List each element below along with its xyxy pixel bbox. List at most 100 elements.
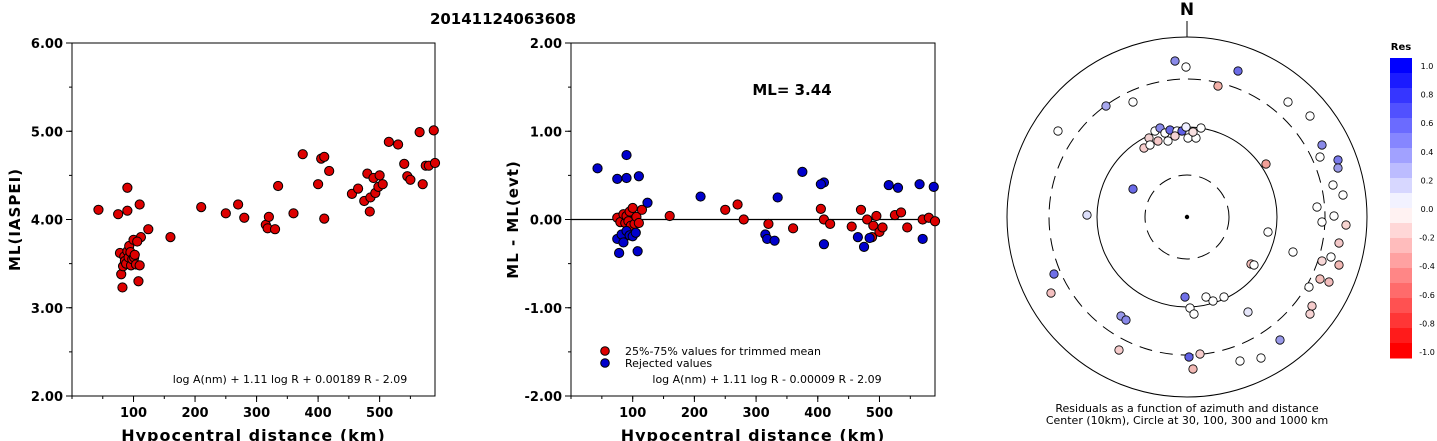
station-residual-marker (1153, 136, 1163, 146)
data-point (263, 211, 274, 222)
x-axis-label: Hypocentral distance (km) (121, 426, 386, 441)
colorbar-swatch (1390, 253, 1412, 269)
colorbar-swatch (1390, 103, 1412, 119)
data-point (273, 180, 284, 192)
station-residual-marker (1243, 307, 1253, 317)
station-residual-marker (1184, 352, 1194, 362)
station-residual-marker (1046, 288, 1056, 298)
station-residual-marker (1049, 269, 1059, 279)
x-tick-label: 300 (743, 406, 770, 421)
y-tick-label: -2.00 (525, 390, 562, 405)
data-point (129, 249, 140, 260)
colorbar-label: 0.2 (1421, 176, 1434, 185)
data-point (122, 182, 133, 193)
data-point (858, 241, 870, 252)
data-point (405, 174, 416, 185)
y-tick-label: 2.00 (31, 390, 63, 405)
data-point (928, 181, 939, 192)
data-point (769, 235, 780, 246)
plot-frame (71, 42, 436, 397)
colorbar-swatch (1390, 88, 1412, 104)
station-residual-marker (1305, 309, 1315, 319)
data-point (633, 217, 644, 229)
dashed-circle-30km (1144, 174, 1230, 260)
station-residual-marker (1219, 292, 1229, 302)
data-point (871, 210, 882, 222)
data-point (902, 222, 913, 233)
data-point (399, 158, 410, 170)
data-point (864, 232, 875, 244)
station-residual-marker (1328, 180, 1338, 190)
colorbar-label: 0.0 (1421, 205, 1434, 214)
colorbar-label: 0.4 (1421, 148, 1434, 157)
colorbar-swatch (1390, 283, 1412, 299)
y-tick-label: 5.00 (31, 125, 63, 140)
data-point (929, 216, 941, 227)
data-point (288, 208, 299, 219)
data-point (877, 222, 888, 233)
station-residual-marker (1170, 56, 1180, 66)
station-residual-marker (1334, 238, 1344, 248)
station-residual-marker (1128, 97, 1138, 107)
colorbar-label: -1.0 (1419, 348, 1435, 357)
data-point (132, 236, 143, 247)
data-point (763, 218, 774, 230)
data-point (417, 179, 428, 190)
data-point (772, 192, 783, 203)
station-residual-marker (1334, 260, 1344, 270)
station-residual-marker (1324, 277, 1334, 287)
epicenter-dot (1184, 214, 1190, 220)
station-residual-marker (1201, 292, 1211, 302)
station-residual-marker (1163, 136, 1173, 146)
station-residual-marker (1082, 210, 1092, 220)
data-point (855, 204, 867, 215)
station-residual-marker (1275, 335, 1285, 345)
data-point (352, 183, 364, 194)
data-point (818, 239, 830, 250)
data-point (313, 179, 324, 190)
data-point (618, 237, 629, 248)
station-residual-marker (1341, 220, 1351, 230)
data-point (319, 213, 330, 224)
data-point (319, 151, 330, 162)
station-residual-marker (1114, 345, 1124, 355)
y-tick-label: 4.00 (31, 214, 63, 229)
panel-ml-vs-distance: 2.00 3.00 4.00 5.00 6.00 100 200 300 400 500 Hypoc… (6, 37, 441, 441)
station-residual-marker (1235, 356, 1245, 366)
station-residual-marker (1249, 260, 1259, 270)
colorbar-swatch (1390, 178, 1412, 194)
x-tick-label: 300 (243, 406, 270, 421)
panel-azimuth-residuals: N Residuals as a function of azimuth and … (1006, 0, 1368, 427)
data-point (364, 206, 375, 217)
north-label: N (1180, 0, 1194, 20)
data-point (825, 218, 836, 230)
station-residual-marker (1121, 315, 1131, 325)
data-point (664, 210, 675, 222)
data-point (695, 191, 706, 202)
station-residual-marker (1283, 97, 1293, 107)
data-point (374, 170, 385, 181)
station-residual-marker (1304, 282, 1314, 292)
data-point (239, 212, 250, 223)
data-point (143, 224, 154, 235)
station-residual-marker (1196, 123, 1206, 133)
legend-marker (600, 358, 610, 368)
data-point (636, 204, 648, 215)
x-tick-label: 100 (120, 406, 147, 421)
colorbar-swatch (1390, 208, 1412, 224)
y-tick-label: 3.00 (31, 302, 63, 317)
station-residual-marker (1180, 292, 1190, 302)
station-residual-marker (1145, 140, 1155, 150)
data-point (815, 203, 826, 215)
data-point (862, 214, 873, 225)
legend-marker (600, 346, 610, 356)
colorbar-swatch (1390, 328, 1412, 344)
y-tick-label: 0.00 (530, 214, 562, 229)
x-tick-label: 500 (866, 406, 893, 421)
ml-value-label: ML= 3.44 (752, 81, 831, 99)
station-residual-marker (1213, 81, 1223, 91)
colorbar-label: 1.0 (1421, 62, 1434, 71)
x-tick-label: 200 (181, 406, 208, 421)
colorbar-label: 0.8 (1421, 91, 1434, 100)
